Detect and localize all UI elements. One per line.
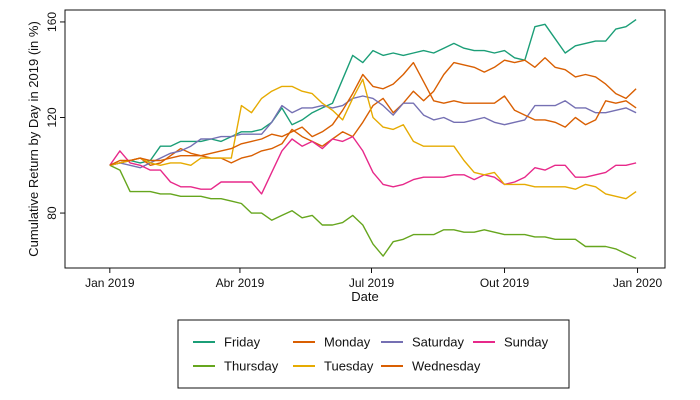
x-tick-label: Out 2019 (480, 276, 530, 290)
legend-label-saturday: Saturday (412, 335, 465, 350)
plot-frame (64, 9, 666, 269)
series-line-sunday (109, 135, 637, 195)
series-line-thursday (109, 164, 637, 260)
x-tick-label: Jan 2019 (85, 276, 135, 290)
series-line-wednesday (109, 61, 637, 166)
legend-label-thursday: Thursday (224, 359, 279, 374)
plot-lines (109, 19, 637, 260)
x-tick-label: Jul 2019 (349, 276, 395, 290)
y-tick-label: 120 (45, 107, 59, 127)
x-tick-label: Jan 2020 (613, 276, 663, 290)
y-axis-label: Cumulative Return by Day in 2019 (in %) (26, 21, 41, 257)
y-tick-label: 160 (45, 12, 59, 32)
legend-box (177, 319, 570, 389)
legend-label-friday: Friday (224, 335, 261, 350)
legend-label-monday: Monday (324, 335, 371, 350)
x-axis-label: Date (351, 289, 378, 304)
series-line-friday (109, 19, 637, 166)
series-line-tuesday (109, 78, 637, 200)
y-axis: 80 120 160 (45, 12, 65, 220)
legend-label-tuesday: Tuesday (324, 359, 374, 374)
y-tick-label: 80 (45, 206, 59, 220)
series-line-monday (109, 57, 637, 167)
series-line-saturday (109, 95, 637, 169)
legend-label-sunday: Sunday (504, 335, 549, 350)
legend: Friday Monday Saturday Sunday Thursday Tuesda… (177, 319, 570, 389)
x-axis: Jan 2019 Abr 2019 Jul 2019 Out 2019 Jan 2020 (85, 268, 663, 290)
x-tick-label: Abr 2019 (216, 276, 265, 290)
legend-label-wednesday: Wednesday (412, 359, 481, 374)
